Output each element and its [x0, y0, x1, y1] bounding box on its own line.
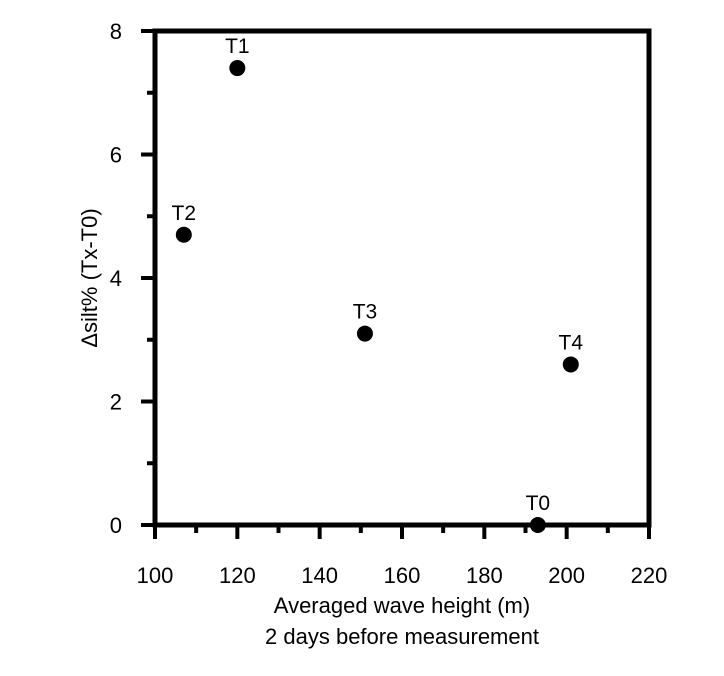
data-point	[175, 226, 192, 243]
x-tick-label: 100	[137, 563, 174, 588]
data-point	[356, 325, 373, 342]
x-tick-label: 220	[631, 563, 668, 588]
x-axis-title-line2: 2 days before measurement	[265, 624, 539, 649]
y-tick-label: 6	[110, 143, 122, 168]
x-tick-label: 120	[219, 563, 256, 588]
data-point-label: T0	[526, 492, 551, 515]
x-tick-label: 200	[548, 563, 585, 588]
x-tick-label: 180	[466, 563, 503, 588]
data-point-label: T1	[225, 35, 250, 58]
plot-frame	[152, 28, 652, 528]
x-axis-title: Averaged wave height (m)	[274, 593, 530, 618]
y-tick-label: 0	[110, 513, 122, 538]
x-axis: 100 120 140 160 180 200 220	[137, 525, 668, 588]
x-tick-label: 160	[384, 563, 421, 588]
y-tick-label: 2	[110, 390, 122, 415]
y-tick-label: 4	[110, 266, 122, 291]
y-axis: 0 2 4 6 8	[110, 19, 155, 538]
x-tick-label: 140	[301, 563, 338, 588]
data-point-label: T4	[559, 331, 584, 354]
data-point	[529, 517, 546, 533]
data-point	[229, 60, 246, 77]
y-axis-title: Δsilt% (Tx-T0)	[77, 208, 102, 347]
data-point-label: T3	[353, 301, 378, 324]
data-points: T1 T2 T3 T4 T0	[172, 35, 584, 533]
y-tick-label: 8	[110, 19, 122, 44]
data-point	[562, 356, 579, 373]
data-point-label: T2	[172, 202, 197, 225]
